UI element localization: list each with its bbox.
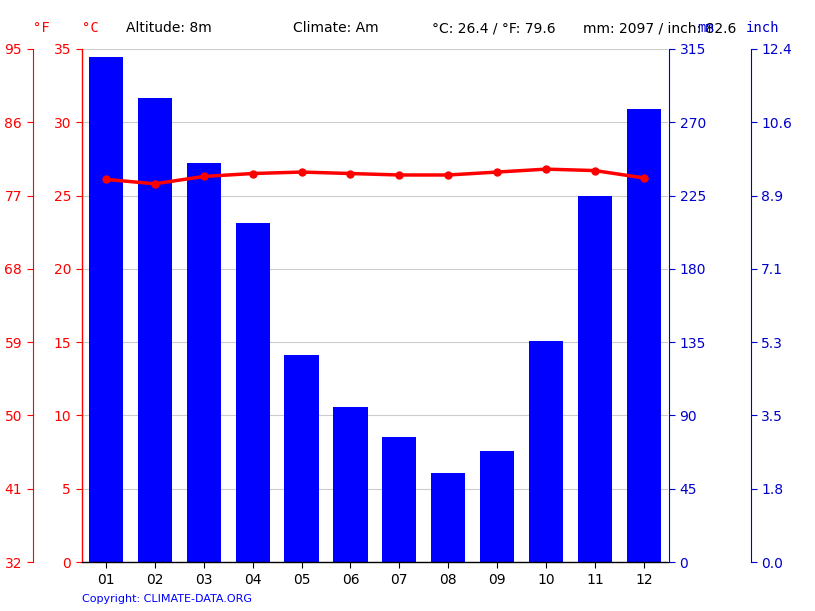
- Text: Climate: Am: Climate: Am: [293, 21, 379, 35]
- Text: Copyright: CLIMATE-DATA.ORG: Copyright: CLIMATE-DATA.ORG: [82, 594, 252, 604]
- Text: °F: °F: [33, 21, 50, 35]
- Bar: [480, 452, 514, 562]
- Bar: [578, 196, 612, 562]
- Bar: [333, 408, 368, 562]
- Bar: [236, 223, 270, 562]
- Text: mm: mm: [697, 21, 714, 35]
- Bar: [284, 355, 319, 562]
- Text: inch: inch: [746, 21, 779, 35]
- Text: °C: 26.4 / °F: 79.6: °C: 26.4 / °F: 79.6: [432, 21, 556, 35]
- Bar: [89, 57, 123, 562]
- Text: °C: °C: [82, 21, 99, 35]
- Bar: [627, 109, 661, 562]
- Bar: [138, 98, 172, 562]
- Bar: [431, 472, 465, 562]
- Bar: [187, 163, 221, 562]
- Bar: [382, 437, 416, 562]
- Text: mm: 2097 / inch: 82.6: mm: 2097 / inch: 82.6: [583, 21, 736, 35]
- Text: Altitude: 8m: Altitude: 8m: [126, 21, 212, 35]
- Bar: [529, 340, 563, 562]
